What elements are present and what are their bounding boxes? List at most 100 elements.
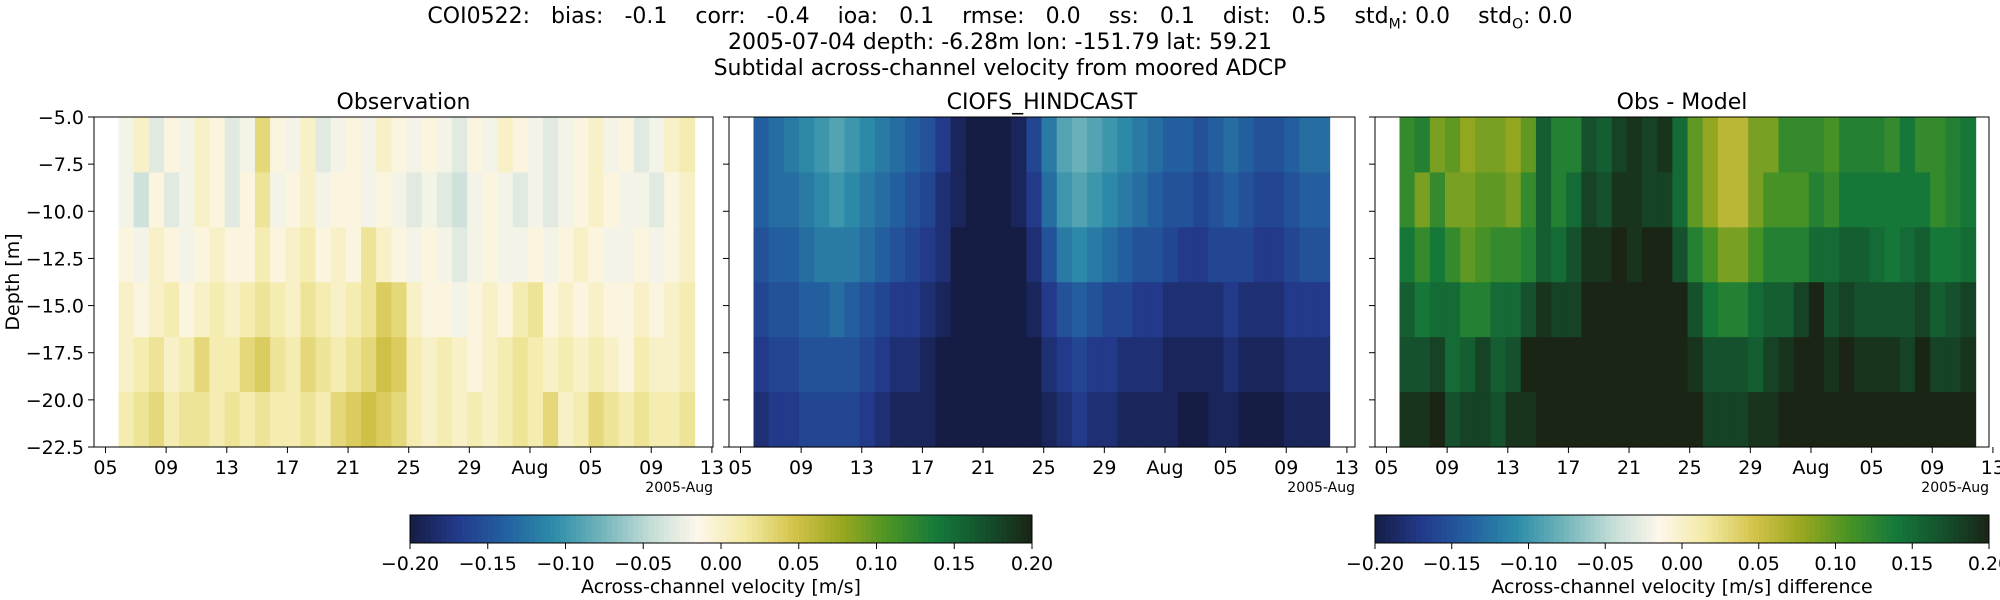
heatmap-cell [421,337,438,393]
heatmap-cell [1945,337,1962,393]
colorbar-segment [1953,515,1959,543]
colorbar-segment [1021,515,1028,543]
x-offset-label: 2005-Aug [1921,480,1989,496]
colorbar-segment [772,515,779,543]
heatmap-cell [1102,337,1118,393]
heatmap-cell [512,227,529,283]
colorbar-segment [1635,515,1642,543]
heatmap-cell [783,117,800,174]
heatmap-cell [1071,117,1088,174]
heatmap-cell [391,282,408,338]
colorbar-segment [549,515,556,543]
heatmap-cell [118,392,135,448]
heatmap-cell [270,392,286,448]
heatmap-cell [588,337,605,393]
heatmap-cell [829,282,846,338]
colorbar-segment [1641,515,1647,543]
x-tick-label: 09 [1274,457,1298,479]
heatmap-cell [345,227,362,283]
colorbar-segment [1456,515,1463,543]
heatmap-cell [1657,282,1673,338]
heatmap-cell [633,117,650,174]
heatmap-cell [798,282,815,338]
heatmap-cell [664,172,681,228]
heatmap-cell [482,282,499,338]
heatmap-cell [649,172,665,228]
heatmap-cell [1193,172,1209,228]
heatmap-cell [950,117,967,174]
heatmap-cell [1520,117,1537,174]
heatmap-cell [1071,172,1088,228]
y-tick-label: −22.5 [26,437,84,459]
heatmap-cell [1884,117,1901,174]
colorbar-segment [803,515,810,543]
heatmap-cell [209,282,226,338]
heatmap-cell [315,117,332,174]
colorbar-tick-label: −0.05 [614,553,672,575]
colorbar-label: Across-channel velocity [m/s] [581,576,861,598]
heatmap-cell [844,117,861,174]
x-tick-label: 21 [971,457,995,479]
heatmap-cell [603,117,620,174]
heatmap-cell [330,172,347,228]
x-tick-label: 17 [910,457,934,479]
colorbar-segment [689,515,696,543]
heatmap-cell [1823,172,1840,228]
heatmap-cell [1808,392,1825,448]
heatmap-cell [1748,227,1764,283]
colorbar-segment [705,515,712,543]
colorbar-segment [912,515,919,543]
heatmap-cell [1642,392,1658,448]
colorbar-tick-label: 0.20 [1968,553,2000,575]
colorbar-segment [1774,515,1780,543]
heatmap-cell [1102,172,1118,228]
heatmap-cell [1071,337,1088,393]
heatmap-cell [421,172,438,228]
heatmap-cell [1702,337,1719,393]
heatmap-cell [1268,337,1285,393]
colorbar-segment [1666,515,1673,543]
colorbar-segment [1579,515,1586,543]
heatmap-cell [1253,392,1270,448]
x-tick-label: 13 [215,457,239,479]
y-tick-label: −12.5 [26,248,84,270]
heatmap-cell [1778,227,1795,283]
heatmap-cell [270,337,286,393]
colorbar-segment [835,515,841,543]
heatmap-cell [1162,117,1179,174]
colorbar-segment [726,515,732,543]
heatmap-cell [1839,227,1855,283]
colorbar-segment [1564,515,1570,543]
heatmap-cell [935,227,952,283]
heatmap-cell [1162,392,1179,448]
heatmap-cell [814,227,830,283]
heatmap-cell [436,282,453,338]
heatmap-cell [300,392,317,448]
colorbar-segment [721,515,727,543]
heatmap-cell [345,337,362,393]
heatmap-cell [603,227,620,283]
x-tick-label: 09 [789,457,813,479]
heatmap-cell [1087,227,1103,283]
heatmap-cell [1238,172,1255,228]
heatmap-cell [1945,392,1962,448]
colorbar-segment [679,515,686,543]
heatmap-cell [633,282,650,338]
heatmap-cell [1268,282,1285,338]
heatmap-cell [1793,172,1810,228]
colorbar-segment [860,515,867,543]
heatmap-cell [497,227,514,283]
heatmap-cell [148,227,165,283]
heatmap-cell [935,172,952,228]
heatmap-cell [1566,172,1583,228]
heatmap-cell [270,282,286,338]
heatmap-cell [1414,172,1431,228]
heatmap-cell [844,227,861,283]
stat-dist-label: dist: [1222,4,1271,29]
colorbar-segment [669,515,675,543]
y-tick-label: −10.0 [26,201,84,223]
heatmap-cell [1087,392,1103,448]
heatmap-cell [467,172,483,228]
colorbar-tick-label: 0.10 [855,553,897,575]
